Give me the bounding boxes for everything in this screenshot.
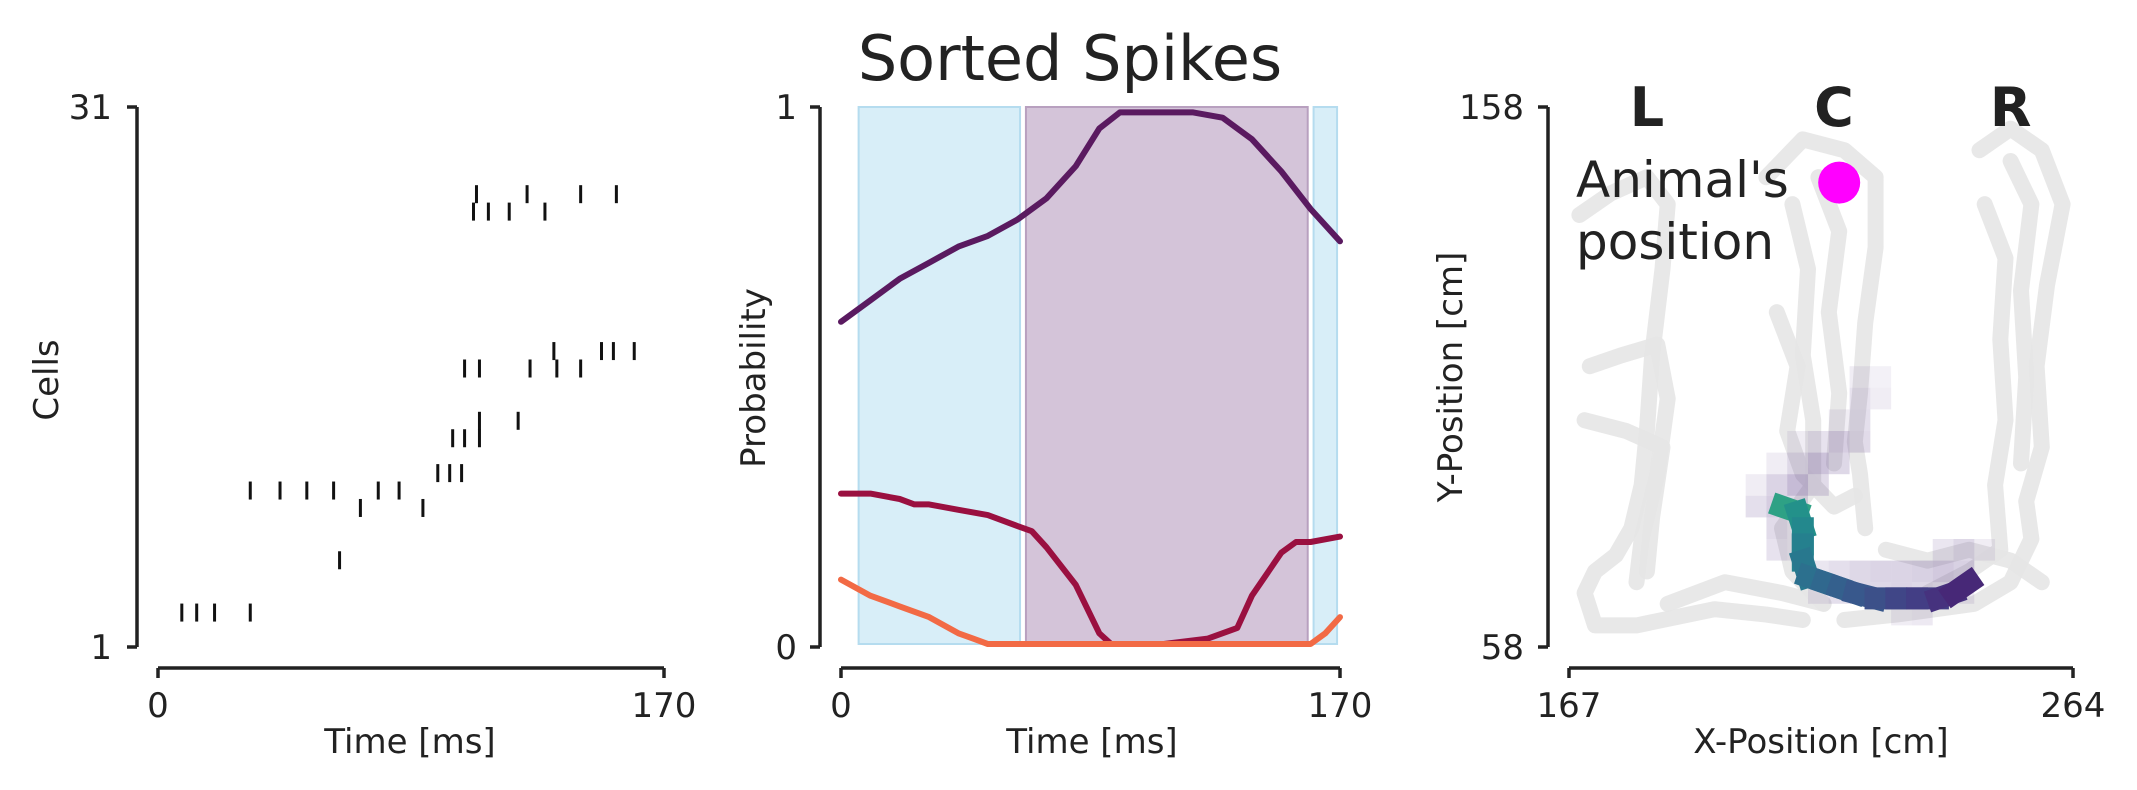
prob-ytick-bottom: 0	[775, 628, 797, 668]
posterior-cell	[1745, 495, 1767, 518]
posterior-cell	[1828, 409, 1850, 431]
raster-panel: 31 1 0 170 Time [ms] Cells	[27, 88, 696, 762]
track-path	[1836, 120, 2071, 628]
pos-xtick-left: 167	[1537, 686, 1602, 726]
posterior-cell	[1891, 560, 1912, 583]
posterior-cell	[1828, 431, 1850, 453]
decoded-trajectory	[1768, 492, 1985, 613]
probability-lines	[838, 109, 1343, 647]
raster-ylabel: Cells	[27, 339, 67, 420]
pos-ylabel: Y-Position [cm]	[1431, 252, 1471, 504]
track-paths	[1571, 120, 2071, 634]
animal-position-marker	[1818, 161, 1861, 204]
posterior-cell	[1849, 366, 1871, 388]
posterior-cell	[1849, 431, 1871, 453]
posterior-cell	[1808, 452, 1829, 475]
probability-panel: 1 0 0 170 Time [ms] Probability	[734, 88, 1372, 762]
track-path	[1919, 196, 2014, 601]
arm-label: C	[1814, 76, 1854, 139]
posterior-cell	[1911, 560, 1933, 583]
track-path	[1758, 131, 1884, 537]
posterior-cell	[1808, 431, 1829, 453]
probability-series-line	[838, 576, 1343, 647]
posterior-cell	[1849, 409, 1871, 431]
track-path	[1571, 169, 1811, 634]
posterior-cell	[1849, 387, 1871, 410]
raster-ytick-top: 31	[69, 88, 112, 128]
track-path	[2002, 153, 2040, 472]
pos-xtick-right: 264	[2041, 686, 2106, 726]
posterior-cell	[1808, 474, 1829, 496]
posterior-cell	[1766, 452, 1788, 475]
track-path	[1810, 169, 1848, 472]
posterior-cell	[1828, 452, 1850, 475]
track-path	[1774, 196, 1832, 612]
shaded-region	[857, 106, 1022, 645]
arm-label: L	[1630, 76, 1664, 139]
animal-position-annotation-line2: position	[1576, 213, 1774, 271]
position-panel: Animal's position L C R 158 58 167 264 X-P…	[1431, 76, 2105, 762]
posterior-cell	[1932, 539, 1954, 561]
track-path	[1768, 304, 1863, 515]
raster-spikes	[180, 185, 636, 622]
probability-series-line	[838, 109, 1343, 325]
track-path	[1877, 541, 2050, 591]
prob-ytick-top: 1	[775, 88, 797, 128]
track-path	[1576, 412, 1671, 580]
shaded-region	[1312, 106, 1339, 645]
raster-xtick-right: 170	[632, 686, 697, 726]
track-path	[1659, 574, 1832, 612]
prob-xtick-left: 0	[830, 686, 852, 726]
posterior-cell	[1787, 474, 1809, 496]
posterior-cell	[1745, 474, 1767, 496]
probability-shaded-regions	[857, 106, 1339, 645]
posterior-cell	[1766, 517, 1788, 539]
posterior-cell	[1953, 539, 1975, 561]
posterior-cell	[1787, 431, 1809, 453]
prob-ylabel: Probability	[734, 288, 774, 468]
pos-ytick-top: 158	[1459, 88, 1524, 128]
posterior-cell	[1849, 560, 1871, 583]
arm-label: R	[1990, 76, 2032, 139]
probability-series-line	[838, 490, 1343, 647]
posterior-cell	[1974, 539, 1996, 561]
pos-xlabel: X-Position [cm]	[1693, 722, 1948, 762]
raster-ytick-bottom: 1	[90, 628, 112, 668]
shaded-region	[1024, 106, 1309, 645]
posterior-cell	[1766, 539, 1788, 561]
raster-xtick-left: 0	[147, 686, 169, 726]
posterior-cell	[1787, 452, 1809, 475]
track-path	[1581, 336, 1676, 591]
pos-ytick-bottom: 58	[1481, 628, 1524, 668]
animal-position-annotation-line1: Animal's	[1576, 151, 1789, 209]
figure-title: Sorted Spikes	[858, 22, 1282, 95]
raster-xlabel: Time [ms]	[323, 722, 495, 762]
posterior-cell	[1870, 366, 1892, 388]
prob-xlabel: Time [ms]	[1005, 722, 1177, 762]
posterior-cell	[1870, 560, 1892, 583]
prob-xtick-right: 170	[1308, 686, 1373, 726]
posterior-cell	[1870, 387, 1892, 410]
trajectory-segment	[1938, 566, 1985, 609]
posterior-cell	[1932, 560, 1954, 583]
posterior-cell	[1766, 474, 1788, 496]
